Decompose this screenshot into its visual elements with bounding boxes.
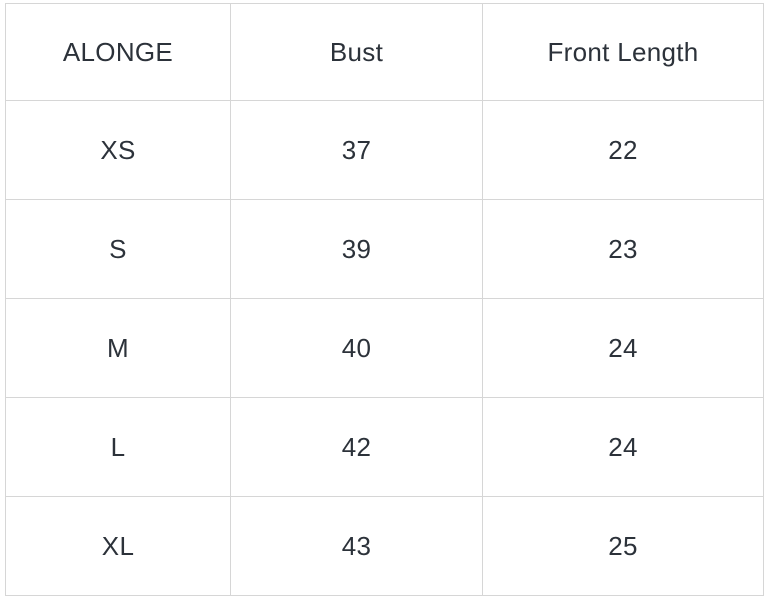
cell-front-length: 24 <box>482 397 764 497</box>
cell-size: S <box>5 199 231 299</box>
cell-size: M <box>5 298 231 398</box>
cell-bust: 43 <box>230 496 483 596</box>
table-row: XL 43 25 <box>5 496 764 596</box>
cell-bust: 42 <box>230 397 483 497</box>
header-row: ALONGE Bust Front Length <box>5 3 764 101</box>
cell-size: XS <box>5 100 231 200</box>
cell-bust: 37 <box>230 100 483 200</box>
cell-size: L <box>5 397 231 497</box>
table-row: M 40 24 <box>5 298 764 398</box>
cell-front-length: 24 <box>482 298 764 398</box>
cell-front-length: 22 <box>482 100 764 200</box>
cell-bust: 40 <box>230 298 483 398</box>
cell-bust: 39 <box>230 199 483 299</box>
column-header-front-length: Front Length <box>482 3 764 101</box>
table-row: S 39 23 <box>5 199 764 299</box>
cell-front-length: 25 <box>482 496 764 596</box>
table-row: L 42 24 <box>5 397 764 497</box>
table-row: XS 37 22 <box>5 100 764 200</box>
cell-front-length: 23 <box>482 199 764 299</box>
cell-size: XL <box>5 496 231 596</box>
column-header-bust: Bust <box>230 3 483 101</box>
size-chart-table: ALONGE Bust Front Length XS 37 22 S 39 2… <box>5 3 764 596</box>
column-header-brand: ALONGE <box>5 3 231 101</box>
